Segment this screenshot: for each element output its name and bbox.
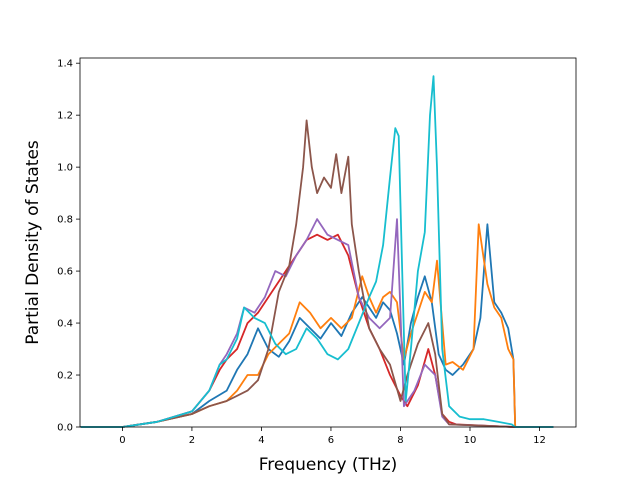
x-tick-label: 12	[533, 435, 546, 446]
y-tick-label: 1.4	[57, 59, 73, 70]
series-line-6	[80, 75, 554, 428]
series-line-1	[80, 223, 554, 428]
x-axis-title: Frequency (THz)	[259, 455, 398, 475]
x-tick-label: 6	[328, 435, 334, 446]
y-tick-label: 0.4	[57, 319, 73, 330]
plot-frame	[79, 57, 577, 428]
x-tick-label: 8	[397, 435, 403, 446]
y-tick-label: 0.0	[57, 423, 73, 434]
x-tick-label: 2	[189, 435, 195, 446]
x-tick-label: 10	[464, 435, 477, 446]
y-tick-label: 1.2	[57, 111, 73, 122]
x-axis-ticks: 0 2 4 6 8 10 12	[119, 427, 546, 446]
y-tick-label: 0.2	[57, 371, 73, 382]
y-axis-title: Partial Density of States	[23, 140, 43, 345]
series-line-3	[80, 233, 554, 428]
series-line-5	[80, 119, 554, 428]
x-tick-label: 4	[258, 435, 264, 446]
y-tick-label: 0.8	[57, 215, 73, 226]
series-line-2	[80, 223, 554, 428]
x-tick-label: 0	[119, 435, 125, 446]
y-tick-label: 1.0	[57, 163, 73, 174]
y-axis-ticks: 0.0 0.2 0.4 0.6 0.8 1.0 1.2 1.4	[57, 59, 80, 434]
y-tick-label: 0.6	[57, 267, 73, 278]
series-layer	[80, 75, 554, 428]
